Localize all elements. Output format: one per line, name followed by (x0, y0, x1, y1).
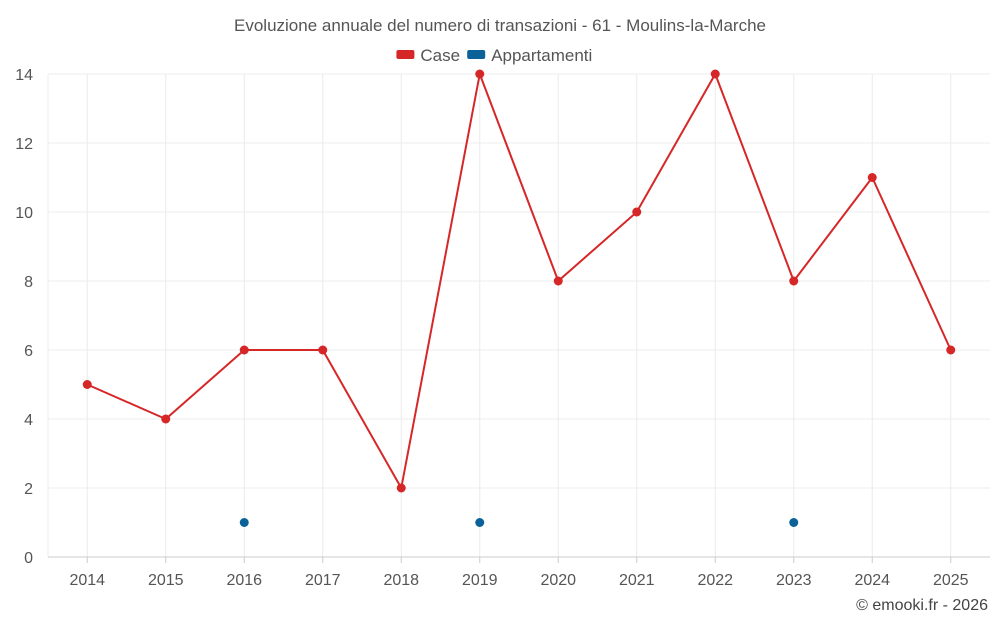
x-tick-label: 2016 (226, 572, 262, 589)
y-tick-label: 2 (24, 481, 33, 498)
y-tick-label: 6 (24, 343, 33, 360)
y-tick-label: 4 (24, 412, 33, 429)
data-point-case[interactable] (475, 69, 485, 79)
series-line-case (86, 73, 952, 489)
data-point-appartamenti[interactable] (789, 518, 799, 527)
y-tick-label: 0 (24, 550, 33, 567)
data-point-case[interactable] (867, 173, 877, 182)
y-tick-label: 12 (15, 136, 33, 153)
y-axis: 0 2 4 6 8 10 12 14 (15, 67, 49, 567)
data-point-case[interactable] (710, 69, 720, 79)
data-point-appartamenti[interactable] (239, 518, 249, 527)
x-tick-label: 2019 (462, 572, 498, 589)
x-tick-label: 2017 (305, 572, 341, 589)
chart-title: Evoluzione annuale del numero di transaz… (234, 16, 766, 35)
legend-label[interactable]: Case (420, 46, 460, 65)
data-point-case[interactable] (161, 414, 171, 424)
y-tick-label: 10 (15, 205, 33, 222)
data-point-case[interactable] (946, 345, 956, 355)
x-tick-label: 2015 (148, 572, 184, 589)
x-tick-label: 2022 (697, 572, 733, 589)
data-point-case[interactable] (553, 276, 563, 286)
chart-series (82, 69, 956, 527)
x-tick-label: 2021 (619, 572, 655, 589)
data-point-case[interactable] (318, 345, 328, 355)
data-point-case[interactable] (239, 345, 249, 355)
data-point-case[interactable] (82, 380, 92, 389)
chart-legend: Case Appartamenti (396, 46, 592, 65)
data-point-case[interactable] (396, 483, 406, 493)
legend-swatch (396, 50, 415, 59)
y-tick-label: 8 (24, 274, 33, 291)
legend-label[interactable]: Appartamenti (491, 46, 592, 65)
data-point-case[interactable] (632, 207, 642, 217)
data-point-appartamenti[interactable] (475, 518, 485, 527)
x-tick-label: 2014 (69, 572, 105, 589)
chart-grid (48, 73, 990, 557)
x-tick-label: 2023 (776, 572, 812, 589)
x-tick-label: 2020 (540, 572, 576, 589)
legend-swatch (467, 50, 486, 59)
x-tick-label: 2018 (383, 572, 419, 589)
y-tick-label: 14 (15, 67, 33, 84)
x-tick-label: 2024 (854, 572, 890, 589)
chart-credit: © emooki.fr - 2026 (856, 597, 988, 614)
x-axis: 2014 2015 2016 2017 2018 2019 2020 2021 2022 2023… (48, 556, 990, 589)
x-tick-label: 2025 (933, 572, 969, 589)
data-point-case[interactable] (789, 276, 799, 286)
